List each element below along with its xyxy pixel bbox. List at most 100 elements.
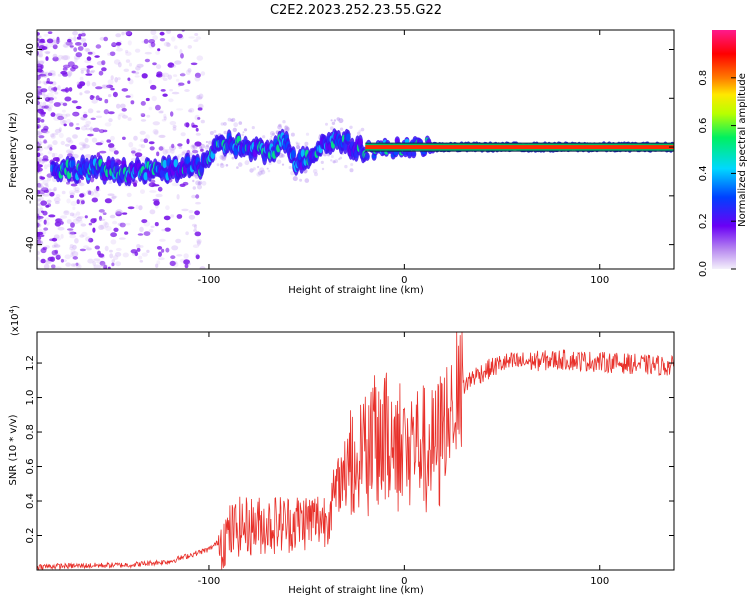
halo-cell bbox=[329, 126, 334, 131]
noise-cell bbox=[73, 47, 78, 52]
noise-cell bbox=[79, 76, 84, 81]
noise-cell bbox=[132, 181, 137, 187]
noise-cell bbox=[68, 87, 73, 92]
noise-cell bbox=[39, 196, 44, 202]
noise-cell bbox=[116, 103, 121, 109]
noise-cell bbox=[180, 132, 186, 137]
noise-cell bbox=[93, 192, 100, 198]
y-tick-label: 1.0 bbox=[25, 390, 36, 406]
noise-cell bbox=[167, 62, 175, 68]
noise-cell bbox=[72, 111, 80, 117]
noise-cell bbox=[40, 128, 48, 133]
halo-cell bbox=[242, 131, 245, 134]
noise-cell bbox=[67, 70, 73, 77]
noise-cell bbox=[156, 64, 162, 70]
noise-cell bbox=[40, 258, 46, 264]
noise-cell bbox=[126, 192, 132, 198]
noise-cell bbox=[114, 77, 118, 83]
noise-cell bbox=[128, 141, 134, 148]
noise-cell bbox=[89, 126, 93, 132]
noise-cell bbox=[166, 41, 170, 45]
noise-cell bbox=[187, 68, 192, 73]
halo-cell bbox=[296, 142, 299, 146]
noise-cell bbox=[124, 30, 132, 36]
noise-cell bbox=[194, 210, 201, 216]
noise-cell bbox=[184, 263, 189, 269]
halo-cell bbox=[284, 125, 287, 128]
halo-cell bbox=[197, 184, 202, 190]
halo-cell bbox=[276, 159, 282, 165]
noise-cell bbox=[177, 153, 184, 157]
noise-cell bbox=[47, 31, 53, 34]
noise-cell bbox=[86, 80, 91, 87]
noise-cell bbox=[45, 221, 50, 226]
noise-cell bbox=[46, 177, 52, 182]
noise-cell bbox=[38, 183, 43, 188]
noise-cell bbox=[134, 71, 140, 75]
halo-cell bbox=[259, 167, 265, 173]
noise-cell bbox=[67, 228, 74, 231]
noise-cell bbox=[111, 262, 115, 267]
noise-cell bbox=[58, 132, 64, 139]
noise-cell bbox=[37, 32, 40, 36]
noise-cell bbox=[37, 183, 41, 188]
noise-cell bbox=[42, 179, 49, 185]
noise-cell bbox=[178, 82, 185, 86]
noise-cell bbox=[55, 218, 63, 223]
noise-cell bbox=[193, 39, 199, 42]
noise-cell bbox=[38, 92, 42, 97]
noise-cell bbox=[108, 146, 116, 152]
halo-cell bbox=[197, 181, 202, 186]
noise-cell bbox=[90, 132, 94, 136]
noise-cell bbox=[37, 157, 42, 162]
noise-cell bbox=[40, 111, 46, 117]
noise-cell bbox=[110, 75, 114, 81]
noise-cell bbox=[37, 197, 40, 202]
noise-cell bbox=[129, 62, 132, 67]
noise-cell bbox=[54, 128, 62, 134]
noise-cell bbox=[41, 210, 44, 213]
noise-cell bbox=[171, 245, 179, 251]
noise-cell bbox=[70, 67, 76, 72]
noise-cell bbox=[140, 119, 147, 122]
noise-cell bbox=[194, 141, 202, 147]
noise-cell bbox=[46, 77, 50, 84]
noise-cell bbox=[149, 209, 156, 215]
noise-cell bbox=[60, 140, 65, 146]
spectrogram-frame bbox=[36, 29, 675, 270]
noise-cell bbox=[43, 146, 50, 150]
noise-cell bbox=[45, 185, 49, 188]
noise-cell bbox=[176, 194, 180, 200]
noise-cell bbox=[104, 122, 112, 127]
noise-cell bbox=[77, 46, 84, 51]
noise-cell bbox=[76, 123, 80, 126]
noise-cell bbox=[92, 260, 96, 267]
noise-cell bbox=[162, 93, 168, 97]
noise-cell bbox=[61, 190, 66, 195]
noise-cell bbox=[175, 238, 182, 244]
noise-cell bbox=[75, 211, 81, 216]
x-tick-label: 0 bbox=[401, 275, 407, 286]
noise-cell bbox=[158, 186, 162, 191]
noise-cell bbox=[195, 95, 203, 100]
noise-cell bbox=[91, 81, 97, 87]
noise-cell bbox=[45, 245, 50, 249]
noise-cell bbox=[58, 127, 62, 132]
noise-cell bbox=[51, 237, 58, 242]
noise-cell bbox=[165, 205, 170, 211]
noise-cell bbox=[127, 117, 132, 121]
noise-cell bbox=[50, 112, 56, 117]
noise-cell bbox=[117, 61, 122, 68]
noise-cell bbox=[187, 80, 191, 84]
noise-cell bbox=[104, 99, 109, 104]
noise-cell bbox=[163, 116, 167, 121]
noise-cell bbox=[96, 110, 101, 113]
spectrogram-xlabel: Height of straight line (km) bbox=[288, 285, 424, 296]
halo-cell bbox=[327, 153, 330, 157]
noise-cell bbox=[196, 94, 201, 100]
noise-cell bbox=[109, 51, 116, 57]
noise-cell bbox=[115, 261, 121, 267]
halo-cell bbox=[213, 130, 217, 133]
noise-cell bbox=[37, 161, 40, 166]
noise-cell bbox=[72, 213, 77, 219]
